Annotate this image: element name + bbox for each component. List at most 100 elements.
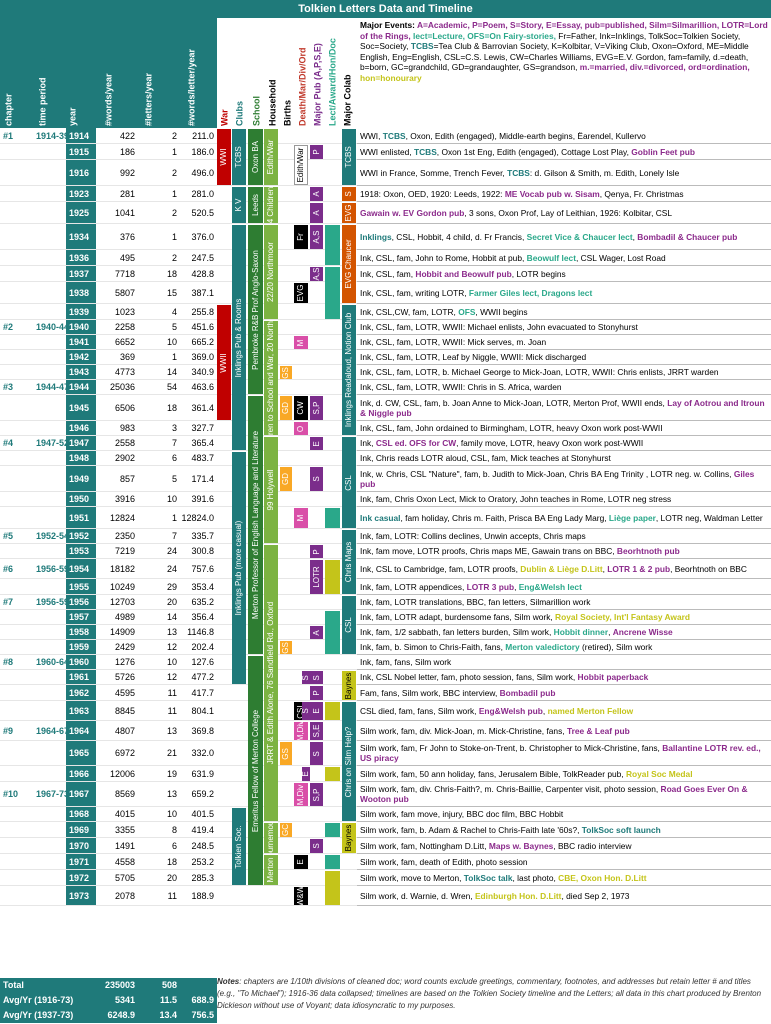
- cell-period: [33, 544, 66, 559]
- cell-words-per-letter: 253.2: [191, 856, 214, 867]
- event-cell: Ink, fam, LOTR translations, BBC, fan le…: [357, 595, 771, 610]
- legend-segment: m.=married, div.=divorced, ord=ordinatio…: [579, 62, 750, 73]
- timeline-block-colab: EVG Chaucer: [342, 225, 356, 303]
- event-segment: Hobbit dinner: [553, 627, 609, 637]
- event-cell: Ink, CSL, fam, LOTR, WWII: Michael enlis…: [357, 320, 771, 335]
- cell-words: 2350: [114, 531, 135, 541]
- event-segment: , Qenya, Fr. Christmas: [599, 188, 684, 199]
- cell-year: 1958: [66, 625, 96, 640]
- header-words: #words/year: [103, 73, 114, 126]
- header-time-period: time period: [37, 77, 48, 126]
- cell-words-per-letter: 332.0: [191, 748, 214, 758]
- cell-letters: 24: [166, 563, 177, 574]
- timeline-block-label: GD: [281, 402, 290, 414]
- cell-year: 1939: [66, 304, 96, 320]
- event-segment: Silm work, move to Merton,: [360, 872, 464, 883]
- cell-letters: 12: [166, 642, 177, 652]
- cell-year: 1950: [66, 492, 96, 507]
- event-segment: Silm work, fam, death of Edith, photo se…: [360, 856, 528, 867]
- row-divider: [0, 781, 357, 782]
- cell-period: [33, 685, 66, 701]
- cell-chapter: [0, 250, 33, 266]
- event-segment: Ink, fam, b. Simon to Chris-Faith, fans,: [360, 642, 506, 652]
- event-cell: Ink, d. CW, CSL, fam, b. Joan Anne to Mi…: [357, 395, 771, 421]
- cell-letters: 54: [166, 382, 177, 392]
- header-chapter: chapter: [3, 93, 14, 126]
- event-cell: Silm work, fam, div. Mick-Joan, m. Mick-…: [357, 721, 771, 741]
- cell-words-per-letter: 496.0: [191, 167, 214, 178]
- timeline-block-label: WWI: [219, 148, 228, 166]
- totals-label: Avg/Yr (1916-73): [3, 995, 74, 1005]
- row-divider: [0, 624, 357, 625]
- cell-words: 992: [119, 167, 135, 178]
- event-segment: Ink, fam, LOTR translations, BBC, fan le…: [360, 597, 591, 607]
- totals-words: 5341: [114, 995, 135, 1005]
- cell-chapter: [0, 266, 33, 282]
- timeline-block-pub2: S: [302, 702, 310, 720]
- event-cell: Silm work, fam, b. Adam & Rachel to Chri…: [357, 822, 771, 838]
- cell-period: [33, 886, 66, 906]
- timeline-block-pub: LOTR: [310, 560, 323, 594]
- cell-letters: 10: [166, 657, 177, 667]
- row-divider: [0, 543, 357, 544]
- header-war: War: [219, 109, 230, 126]
- cell-words: 4558: [114, 856, 135, 867]
- event-segment: Hobbit and Beowulf pub: [415, 268, 512, 279]
- timeline-block-label: 22/20 Northmoor: [266, 241, 275, 303]
- row-divider: [0, 806, 357, 807]
- cell-words: 4015: [114, 809, 135, 819]
- cell-words: 369: [119, 352, 135, 362]
- cell-period: 1952-54: [36, 531, 66, 541]
- row-divider: [0, 465, 357, 466]
- row-divider: [0, 669, 357, 670]
- timeline-block-colab: Chris Maps: [342, 530, 356, 594]
- event-segment: , died Sep 2, 1973: [561, 890, 630, 901]
- event-segment: OFS: [458, 306, 476, 317]
- cell-words-per-letter: 659.2: [191, 789, 214, 799]
- event-segment: Ink, CSL, fam, LOTR, Leaf by Niggle, WWI…: [360, 352, 587, 362]
- row-divider: [0, 143, 357, 144]
- timeline-block-pub: S,P: [310, 783, 323, 806]
- totals-words: 235003: [104, 980, 135, 990]
- cell-period: [33, 186, 66, 202]
- cell-year: 1938: [66, 282, 96, 304]
- cell-words: 8569: [114, 789, 135, 799]
- event-segment: Ink, w. Chris, CSL "Nature", fam, b. Jud…: [360, 468, 734, 479]
- event-segment: Ink, fam, Chris Oxon Lect, Mick to Orato…: [360, 494, 672, 504]
- row-divider: [0, 720, 357, 721]
- timeline-block-label: M: [296, 514, 305, 522]
- cell-words-per-letter: 285.3: [191, 872, 214, 883]
- cell-words: 25036: [109, 382, 135, 392]
- cell-letters: 4: [171, 306, 177, 317]
- cell-chapter: [0, 421, 33, 436]
- event-segment: named Merton Fellow: [547, 705, 634, 716]
- cell-words: 2558: [114, 438, 135, 448]
- totals-letters: 508: [161, 980, 177, 990]
- event-segment: TCBS: [413, 146, 437, 157]
- row-divider: [0, 450, 357, 451]
- cell-chapter: [0, 224, 33, 250]
- cell-period: 1947-52: [36, 438, 66, 448]
- cell-year: 1949: [66, 466, 96, 492]
- timeline-block-marriage: Edith/War: [294, 145, 308, 185]
- totals-row: Avg/Yr (1937-73) 6248.9 13.4 756.5: [0, 1008, 217, 1023]
- event-segment: CBE, Oxon Hon. D.Litt: [558, 872, 647, 883]
- event-segment: , Beorhtnoth on BBC: [670, 563, 747, 574]
- timeline-block-births: GC: [280, 823, 292, 837]
- timeline-block-births: GS: [280, 742, 292, 765]
- event-cell: Ink, CSL, fam, LOTR, b. Michael George t…: [357, 365, 771, 380]
- timeline-block-label: A,S: [311, 267, 321, 281]
- cell-chapter: [0, 507, 33, 529]
- timeline-block-births: GD: [280, 396, 292, 420]
- event-segment: TCBS: [507, 167, 530, 178]
- cell-period: [33, 507, 66, 529]
- event-cell: Silm work, fam, Nottingham D.Litt, Maps …: [357, 838, 771, 854]
- cell-chapter: [0, 685, 33, 701]
- row-divider: [0, 639, 357, 640]
- totals-wpl: 756.5: [191, 1010, 214, 1020]
- row-divider: [0, 558, 357, 559]
- event-segment: ,: [632, 231, 638, 242]
- row-divider: [0, 821, 357, 822]
- event-segment: Silm work, fam, Fr John to Stoke-on-Tren…: [360, 743, 663, 753]
- event-segment: Ink casual: [360, 512, 401, 523]
